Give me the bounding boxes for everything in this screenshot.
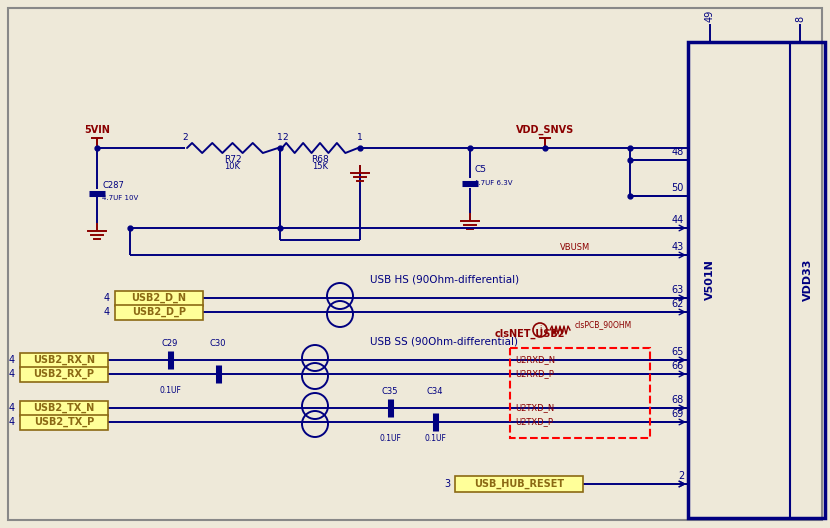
Text: 63: 63	[671, 285, 684, 295]
Bar	[20, 401, 108, 416]
Bar	[688, 42, 825, 518]
Text: VDD33: VDD33	[803, 259, 813, 301]
Text: 66: 66	[671, 361, 684, 371]
Text: 4.7UF 6.3V: 4.7UF 6.3V	[474, 180, 512, 186]
Text: USB2_D_P: USB2_D_P	[132, 307, 186, 317]
Text: 2: 2	[183, 133, 188, 142]
Text: 44: 44	[671, 215, 684, 225]
Text: 1: 1	[277, 133, 283, 142]
Text: 1: 1	[357, 133, 363, 142]
Text: C34: C34	[427, 387, 443, 396]
Text: R72: R72	[224, 155, 242, 164]
Text: U2TXD_P: U2TXD_P	[515, 418, 553, 427]
Bar	[115, 305, 203, 319]
Text: USB SS (90Ohm-differential): USB SS (90Ohm-differential)	[370, 337, 518, 347]
Text: 2: 2	[678, 471, 684, 481]
Text: 4: 4	[9, 355, 15, 365]
Text: 3: 3	[444, 479, 450, 489]
Text: 4: 4	[104, 307, 110, 317]
Text: 4: 4	[9, 369, 15, 379]
Text: USB2_TX_N: USB2_TX_N	[33, 403, 95, 413]
Text: R68: R68	[311, 155, 329, 164]
Text: USB2_TX_P: USB2_TX_P	[34, 417, 94, 427]
Bar	[20, 353, 108, 367]
Text: 50: 50	[671, 183, 684, 193]
Text: 4: 4	[9, 417, 15, 427]
Text: U2RXD_P: U2RXD_P	[515, 370, 554, 379]
Text: VDD_SNVS: VDD_SNVS	[516, 125, 574, 135]
Text: USB HS (90Ohm-differential): USB HS (90Ohm-differential)	[370, 275, 519, 285]
Text: 48: 48	[671, 147, 684, 157]
Text: clsNET_USB2: clsNET_USB2	[495, 329, 565, 339]
Text: C5: C5	[474, 165, 486, 174]
Text: clsPCB_90OHM: clsPCB_90OHM	[575, 320, 632, 329]
Text: 69: 69	[671, 409, 684, 419]
Text: 4.7UF 10V: 4.7UF 10V	[102, 195, 139, 201]
Text: 0.1UF: 0.1UF	[424, 434, 446, 443]
Text: 5VIN: 5VIN	[84, 125, 110, 135]
Text: 62: 62	[671, 299, 684, 309]
Text: 49: 49	[705, 10, 715, 22]
Text: U2TXD_N: U2TXD_N	[515, 403, 554, 412]
Bar	[455, 476, 583, 492]
Text: V501N: V501N	[705, 260, 715, 300]
Bar	[510, 348, 650, 438]
Bar	[20, 366, 108, 382]
Text: 0.1UF: 0.1UF	[379, 434, 401, 443]
Text: i: i	[539, 325, 541, 335]
Text: 8: 8	[795, 16, 805, 22]
Text: 68: 68	[671, 395, 684, 405]
Text: VBUSM: VBUSM	[559, 243, 590, 252]
Text: USB2_D_N: USB2_D_N	[131, 293, 187, 303]
Text: C30: C30	[210, 339, 227, 348]
Text: 43: 43	[671, 242, 684, 252]
Text: 15K: 15K	[312, 162, 328, 171]
Text: U2RXD_N: U2RXD_N	[515, 355, 555, 364]
Bar	[115, 290, 203, 306]
Text: C29: C29	[162, 339, 178, 348]
Text: 4: 4	[104, 293, 110, 303]
Text: USB2_RX_N: USB2_RX_N	[33, 355, 95, 365]
Text: 2: 2	[282, 133, 288, 142]
Text: 4: 4	[9, 403, 15, 413]
Bar	[20, 414, 108, 429]
Text: 65: 65	[671, 347, 684, 357]
Text: USB_HUB_RESET: USB_HUB_RESET	[474, 479, 564, 489]
Text: C287: C287	[102, 181, 124, 190]
Text: 10K: 10K	[224, 162, 241, 171]
Text: 0.1UF: 0.1UF	[159, 386, 181, 395]
Text: C35: C35	[382, 387, 398, 396]
Text: USB2_RX_P: USB2_RX_P	[33, 369, 95, 379]
